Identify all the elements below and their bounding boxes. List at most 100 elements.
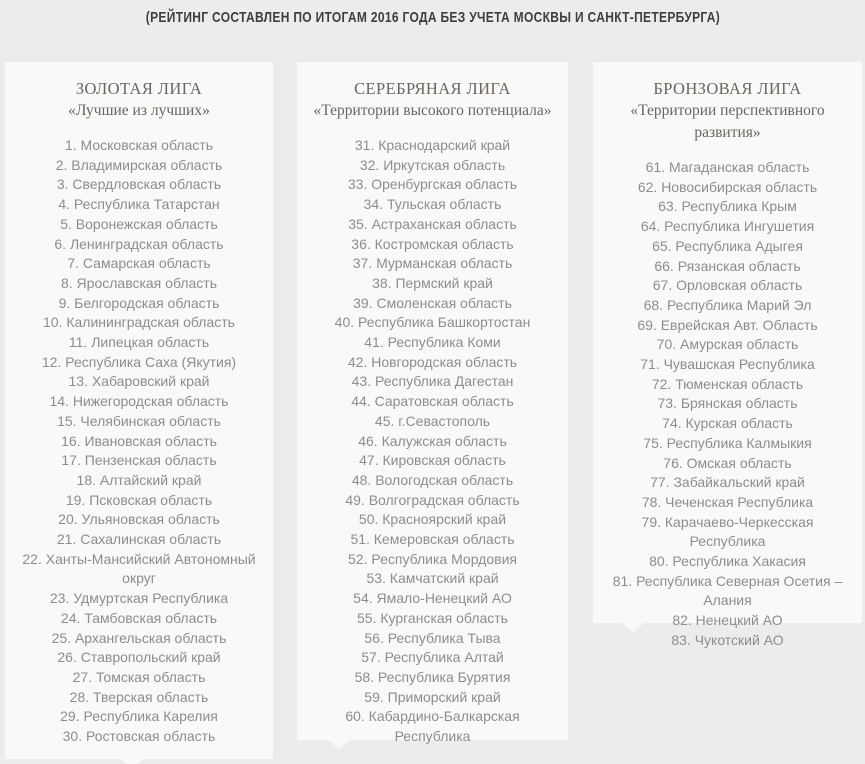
league-list-item: 53. Камчатский край bbox=[366, 570, 499, 587]
gold-league-card: ЗОЛОТАЯ ЛИГА «Лучшие из лучших» 1. Моско… bbox=[5, 62, 273, 764]
league-list-item: 77. Забайкальский край bbox=[650, 474, 805, 491]
league-list-item: 13. Хабаровский край bbox=[68, 373, 210, 390]
bronze-league-header: БРОНЗОВАЯ ЛИГА «Территории перспективног… bbox=[602, 78, 853, 144]
league-list-item: 49. Волгоградская область bbox=[345, 491, 520, 508]
league-list-item: 26. Ставропольский край bbox=[57, 649, 221, 666]
league-list-item: 20. Ульяновская область bbox=[58, 511, 220, 528]
league-list-item: 45. г.Севастополь bbox=[374, 412, 491, 429]
league-list-item: 43. Республика Дагестан bbox=[351, 373, 514, 390]
league-list-item: 67. Орловская область bbox=[652, 277, 803, 294]
league-list-item: 70. Амурская область bbox=[656, 336, 799, 353]
league-list-item: 11. Липецкая область bbox=[68, 334, 210, 351]
league-list-item: 83. Чукотский АО bbox=[671, 631, 784, 648]
league-list-item: 8. Ярославская область bbox=[60, 274, 217, 291]
league-list-item: 18. Алтайский край bbox=[76, 471, 202, 488]
league-list-item: 42. Новгородская область bbox=[347, 353, 518, 370]
league-list-item: 12. Республика Саха (Якутия) bbox=[41, 353, 237, 370]
card-pointer-icon bbox=[121, 759, 143, 764]
bronze-league-card: БРОНЗОВАЯ ЛИГА «Территории перспективног… bbox=[593, 62, 862, 648]
league-list-item: 22. Ханты-Мансийский Автономный округ bbox=[22, 550, 256, 587]
card-pointer-icon bbox=[328, 740, 350, 749]
gold-league-header: ЗОЛОТАЯ ЛИГА «Лучшие из лучших» bbox=[14, 78, 264, 122]
league-list-item: 81. Республика Северная Осетия – Алания bbox=[612, 572, 843, 609]
league-list-item: 10. Калининградская область bbox=[43, 314, 235, 331]
bronze-league-title: БРОНЗОВАЯ ЛИГА bbox=[653, 79, 802, 98]
league-list-item: 33. Оренбургская область bbox=[347, 176, 518, 193]
league-list-item: 74. Курская область bbox=[662, 415, 793, 432]
league-list-item: 61. Магаданская область bbox=[645, 159, 810, 175]
league-list-item: 17. Пензенская область bbox=[61, 452, 217, 469]
gold-league-title: ЗОЛОТАЯ ЛИГА bbox=[75, 79, 203, 98]
league-list-item: 35. Астраханская область bbox=[348, 215, 517, 232]
league-list-item: 36. Костромская область bbox=[351, 235, 514, 252]
league-list-item: 16. Ивановская область bbox=[61, 432, 217, 449]
league-list-item: 19. Псковская область bbox=[65, 491, 213, 508]
league-list-item: 23. Удмуртская Республика bbox=[49, 590, 229, 607]
league-list-item: 71. Чувашская Республика bbox=[640, 356, 815, 373]
league-list-item: 3. Свердловская область bbox=[56, 176, 222, 193]
league-list-item: 72. Тюменская область bbox=[651, 375, 804, 392]
league-list-item: 76. Омская область bbox=[663, 454, 792, 471]
bronze-league-list: 61. Магаданская область 62. Новосибирская… bbox=[602, 158, 853, 651]
league-list-item: 64. Республика Ингушетия bbox=[640, 218, 815, 235]
silver-league-subtitle: «Территории высокого потенциала» bbox=[313, 102, 552, 119]
silver-league-header: СЕРЕБРЯНАЯ ЛИГА «Территории высокого пот… bbox=[306, 78, 559, 122]
league-list-item: 48. Вологодская область bbox=[351, 471, 514, 488]
league-list-item: 73. Брянская область bbox=[657, 395, 798, 412]
league-list-item: 60. Кабардино-Балкарская Республика bbox=[345, 708, 520, 745]
league-list-item: 78. Чеченская Республика bbox=[641, 493, 814, 510]
league-list-item: 34. Тульская область bbox=[363, 196, 502, 213]
league-list-item: 14. Нижегородская область bbox=[49, 393, 229, 410]
league-list-item: 68. Республика Марий Эл bbox=[643, 296, 812, 313]
league-list-item: 57. Республика Алтай bbox=[361, 649, 504, 666]
league-list-item: 38. Пермский край bbox=[372, 274, 493, 291]
league-list-item: 27. Томская область bbox=[72, 668, 206, 685]
gold-league-subtitle: «Лучшие из лучших» bbox=[68, 102, 210, 119]
league-list-item: 41. Республика Коми bbox=[364, 334, 501, 351]
league-list-item: 46. Калужская область bbox=[358, 432, 507, 449]
gold-league-list: 1. Московская область 2. Владимирская обл… bbox=[14, 136, 264, 747]
league-list-item: 65. Республика Адыгея bbox=[652, 237, 803, 254]
league-list-item: 1. Московская область bbox=[64, 137, 214, 153]
league-list-item: 21. Сахалинская область bbox=[56, 531, 222, 548]
league-list-item: 25. Архангельская область bbox=[51, 629, 227, 646]
silver-league-card: СЕРЕБРЯНАЯ ЛИГА «Территории высокого пот… bbox=[297, 62, 568, 749]
league-list-item: 63. Республика Крым bbox=[658, 198, 797, 215]
league-list-item: 2. Владимирская область bbox=[55, 156, 223, 173]
league-list-item: 47. Кировская область bbox=[359, 452, 506, 469]
league-list-item: 55. Курганская область bbox=[357, 609, 508, 626]
page-header: (РЕЙТИНГ СОСТАВЛЕН ПО ИТОГАМ 2016 ГОДА Б… bbox=[0, 9, 865, 27]
league-list-item: 24. Тамбовская область bbox=[60, 609, 218, 626]
league-list-item: 15. Челябинская область bbox=[57, 412, 221, 429]
league-list-item: 4. Республика Татарстан bbox=[58, 196, 220, 213]
league-list-item: 5. Воронежская область bbox=[60, 215, 218, 232]
silver-league-title: СЕРЕБРЯНАЯ ЛИГА bbox=[354, 79, 511, 98]
league-list-item: 32. Иркутская область bbox=[359, 156, 506, 173]
league-list-item: 82. Ненецкий АО bbox=[672, 612, 783, 629]
league-list-item: 31. Краснодарский край bbox=[354, 137, 511, 153]
league-list-item: 7. Самарская область bbox=[67, 255, 211, 272]
league-list-item: 59. Приморский край bbox=[364, 688, 501, 705]
league-list-item: 80. Республика Хакасия bbox=[649, 553, 806, 570]
silver-league-list: 31. Краснодарский край 32. Иркутская обла… bbox=[306, 136, 559, 747]
bronze-league-subtitle: «Территории перспективного развития» bbox=[630, 102, 825, 141]
league-list-item: 29. Республика Карелия bbox=[60, 708, 218, 725]
league-list-item: 30. Ростовская область bbox=[62, 728, 216, 745]
rating-note-text: (РЕЙТИНГ СОСТАВЛЕН ПО ИТОГАМ 2016 ГОДА Б… bbox=[145, 9, 720, 26]
card-pointer-icon bbox=[622, 623, 644, 632]
league-list-item: 9. Белгородская область bbox=[58, 294, 220, 311]
league-list-item: 44. Саратовская область bbox=[351, 393, 514, 410]
league-list-item: 50. Красноярский край bbox=[358, 511, 507, 528]
league-list-item: 79. Карачаево-Черкесская Республика bbox=[641, 513, 814, 550]
league-list-item: 52. Республика Мордовия bbox=[348, 550, 517, 567]
league-list-item: 40. Республика Башкортостан bbox=[334, 314, 531, 331]
league-list-item: 54. Ямало-Ненецкий АО bbox=[353, 590, 512, 607]
league-list-item: 28. Тверская область bbox=[69, 688, 209, 705]
league-list-item: 37. Мурманская область bbox=[352, 255, 513, 272]
league-list-item: 58. Республика Бурятия bbox=[354, 668, 511, 685]
league-list-item: 69. Еврейская Авт. Область bbox=[637, 316, 818, 333]
league-list-item: 6. Ленинградская область bbox=[54, 235, 224, 252]
league-list-item: 51. Кемеровская область bbox=[350, 531, 515, 548]
league-list-item: 56. Республика Тыва bbox=[364, 629, 501, 646]
